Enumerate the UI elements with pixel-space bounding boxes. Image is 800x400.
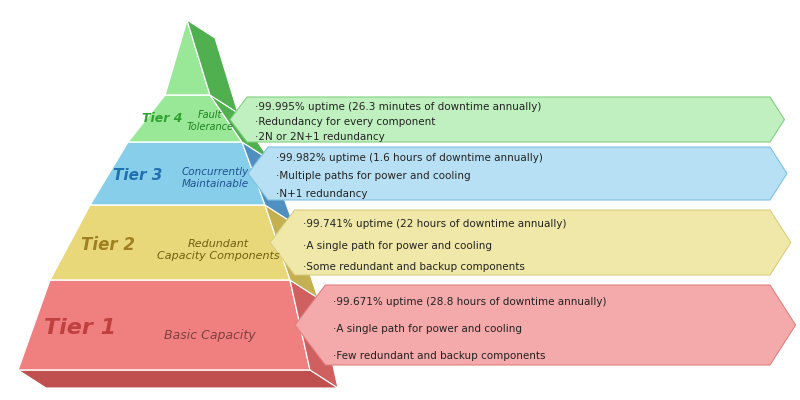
Text: Basic Capacity: Basic Capacity (164, 328, 256, 342)
Polygon shape (165, 20, 210, 95)
Polygon shape (90, 142, 265, 205)
Text: Tier 2: Tier 2 (81, 236, 135, 254)
Text: Tier 4: Tier 4 (142, 112, 182, 124)
Text: ·N+1 redundancy: ·N+1 redundancy (276, 189, 368, 199)
Text: ·99.982% uptime (1.6 hours of downtime annually): ·99.982% uptime (1.6 hours of downtime a… (276, 154, 543, 164)
Polygon shape (248, 147, 787, 200)
Text: Tier 3: Tier 3 (114, 168, 162, 182)
Text: ·Multiple paths for power and cooling: ·Multiple paths for power and cooling (276, 171, 470, 181)
Text: ·99.995% uptime (26.3 minutes of downtime annually): ·99.995% uptime (26.3 minutes of downtim… (255, 102, 542, 112)
Text: ·99.741% uptime (22 hours of downtime annually): ·99.741% uptime (22 hours of downtime an… (302, 219, 566, 229)
Polygon shape (290, 280, 338, 388)
Text: ·A single path for power and cooling: ·A single path for power and cooling (302, 241, 492, 251)
Text: ·A single path for power and cooling: ·A single path for power and cooling (334, 324, 522, 334)
Text: ·Some redundant and backup components: ·Some redundant and backup components (302, 262, 525, 272)
Text: Fault
Tolerance: Fault Tolerance (186, 110, 234, 132)
Polygon shape (265, 205, 318, 298)
Polygon shape (18, 370, 338, 388)
Polygon shape (128, 95, 242, 142)
Text: ·Few redundant and backup components: ·Few redundant and backup components (334, 351, 546, 361)
Text: ·99.671% uptime (28.8 hours of downtime annually): ·99.671% uptime (28.8 hours of downtime … (334, 297, 607, 307)
Text: Tier 1: Tier 1 (44, 318, 116, 338)
Polygon shape (230, 97, 784, 142)
Polygon shape (18, 280, 310, 370)
Text: Concurrently
Maintainable: Concurrently Maintainable (182, 167, 249, 189)
Polygon shape (242, 142, 293, 223)
Text: ·2N or 2N+1 redundancy: ·2N or 2N+1 redundancy (255, 132, 385, 142)
Text: Redundant
Capacity Components: Redundant Capacity Components (157, 239, 279, 261)
Polygon shape (270, 210, 790, 275)
Polygon shape (210, 95, 270, 160)
Polygon shape (187, 20, 238, 113)
Polygon shape (50, 205, 290, 280)
Text: ·Redundancy for every component: ·Redundancy for every component (255, 117, 435, 127)
Polygon shape (295, 285, 795, 365)
